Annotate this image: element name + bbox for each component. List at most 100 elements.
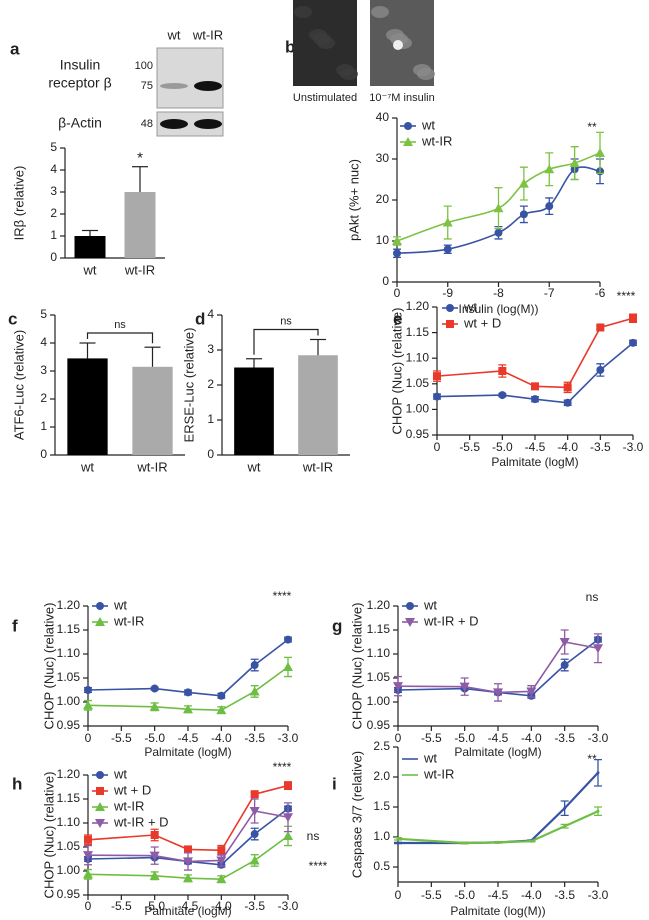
- y-tick-label: 5: [40, 307, 47, 321]
- marker: [596, 809, 600, 813]
- series-line: [397, 641, 599, 694]
- x-tick-label: -4.5: [488, 731, 509, 745]
- y-tick-label: 1.10: [57, 815, 81, 829]
- x-tick-label: -5.5: [459, 440, 480, 454]
- marker: [284, 781, 292, 790]
- significance-bracket: [253, 328, 319, 355]
- series-line: [87, 666, 289, 711]
- x-tick-label: -5.0: [492, 440, 513, 454]
- marker: [526, 687, 537, 697]
- y-tick-label: 1.00: [57, 694, 81, 708]
- x-tick-label: 0: [395, 731, 402, 745]
- marker: [595, 147, 605, 157]
- cell-texture: [371, 6, 389, 18]
- marker: [95, 802, 105, 811]
- y-tick-label: 2: [40, 391, 47, 405]
- series-line: [397, 638, 599, 697]
- y-tick-label: 1.0: [373, 829, 390, 843]
- image-caption: 10⁻⁷M insulin: [369, 92, 434, 104]
- x-tick-label: -5.0: [454, 731, 475, 745]
- blot-strip: [156, 47, 224, 109]
- marker: [217, 846, 226, 855]
- marker: [84, 686, 92, 694]
- marker: [498, 391, 507, 400]
- series-line: [397, 810, 599, 845]
- cell-texture: [294, 6, 312, 18]
- marker: [529, 839, 533, 843]
- y-tick-label: 4: [40, 335, 47, 349]
- x-tick-label: -5.5: [111, 731, 132, 745]
- bar: [124, 192, 156, 258]
- panel-letter: d: [195, 309, 205, 328]
- marker: [442, 217, 453, 227]
- cell-texture: [386, 29, 404, 41]
- y-tick-label: 1.05: [406, 376, 430, 390]
- marker: [150, 831, 159, 839]
- x-tick-label: -3.5: [590, 440, 611, 454]
- cell-texture: [413, 64, 431, 76]
- series-line: [87, 810, 289, 863]
- legend-label: wt-IR: [423, 766, 454, 781]
- series-line: [87, 784, 289, 852]
- x-tick-label: wt: [247, 459, 261, 474]
- mw-marker: 75: [141, 80, 153, 92]
- marker: [216, 874, 227, 884]
- panel-letter: h: [12, 774, 22, 793]
- y-tick-label: 0: [50, 250, 57, 264]
- marker: [283, 813, 293, 823]
- marker: [593, 644, 603, 654]
- x-tick-label: wt-IR: [124, 262, 155, 277]
- marker: [446, 320, 454, 328]
- y-tick-label: 40: [376, 110, 390, 124]
- panel-letter: a: [10, 39, 20, 58]
- y-axis-label: pAkt (%+ nuc): [346, 159, 361, 241]
- annotation: ns: [586, 590, 599, 604]
- marker: [183, 857, 193, 867]
- y-tick-label: 5: [50, 140, 57, 154]
- y-tick-label: 0: [207, 447, 214, 461]
- legend-label: wt: [113, 597, 127, 612]
- bar: [234, 367, 274, 455]
- marker: [96, 771, 104, 779]
- panel-letter: e: [393, 309, 402, 328]
- y-tick-label: 1.15: [57, 622, 81, 636]
- x-tick-label: 0: [394, 286, 401, 300]
- marker: [596, 771, 600, 775]
- annotation: ****: [273, 589, 292, 603]
- marker: [184, 845, 192, 854]
- annotation: ns: [307, 829, 320, 843]
- marker: [249, 686, 260, 696]
- blot-row-label: receptor β: [48, 75, 111, 91]
- x-tick-label: -4.0: [521, 731, 542, 745]
- x-axis-label: Palmitate (logM): [491, 455, 578, 469]
- annotation: *: [137, 150, 143, 167]
- blot-band: [194, 119, 222, 129]
- y-tick-label: 1.10: [406, 350, 430, 364]
- marker: [518, 178, 529, 188]
- y-axis-label: CHOP (Nuc) (relative): [41, 603, 56, 730]
- blot-band: [194, 81, 222, 91]
- y-axis-label: CHOP (Nuc) (relative): [389, 308, 404, 435]
- legend-label: wt: [463, 299, 477, 314]
- y-axis-label: ATF6-Luc (relative): [11, 330, 26, 440]
- marker: [183, 873, 193, 883]
- y-tick-label: 3: [40, 363, 47, 377]
- bar: [132, 366, 173, 455]
- x-tick-label: -3.0: [588, 731, 609, 745]
- cell-highlight: [393, 40, 403, 50]
- marker: [544, 164, 555, 174]
- x-tick-label: wt: [83, 262, 97, 277]
- x-tick-label: -4.0: [557, 440, 578, 454]
- x-axis-label: Palmitate (logM): [144, 904, 231, 918]
- y-tick-label: 1.20: [406, 299, 430, 313]
- marker: [249, 807, 260, 816]
- x-tick-label: -3.5: [554, 888, 575, 902]
- marker: [96, 602, 104, 610]
- marker: [560, 661, 569, 670]
- legend-label: wt-IR: [421, 133, 452, 148]
- legend-label: wt-IR: [113, 613, 144, 628]
- marker: [519, 210, 528, 219]
- series-line: [436, 317, 634, 389]
- y-tick-label: 1.10: [367, 646, 391, 660]
